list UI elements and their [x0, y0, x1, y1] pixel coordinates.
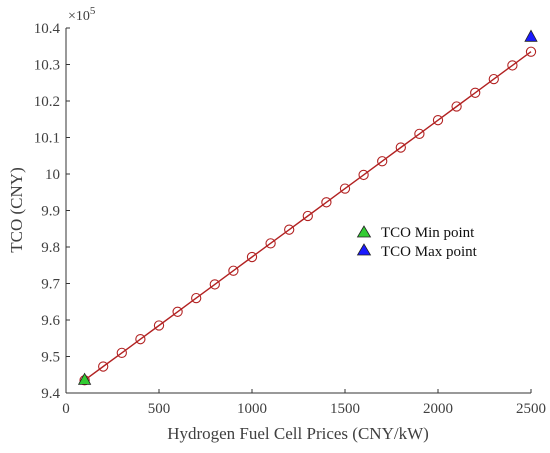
data-point-marker: [265, 238, 276, 249]
y-axis-title: TCO (CNY): [7, 167, 26, 252]
data-point-marker: [209, 279, 220, 290]
legend: TCO Min point TCO Max point: [356, 225, 478, 260]
data-point-marker: [414, 128, 425, 139]
data-point-marker: [284, 224, 295, 235]
y-axis-multiplier: ×105: [68, 5, 96, 24]
data-point-marker: [377, 156, 388, 167]
x-axis-title: Hydrogen Fuel Cell Prices (CNY/kW): [167, 424, 429, 443]
x-tick-label: 2500: [516, 401, 546, 417]
data-point-marker: [470, 87, 481, 98]
tco-min-point-marker: [77, 372, 92, 385]
series-line: [84, 51, 532, 381]
data-point-marker: [507, 60, 518, 71]
y-tick-label: 10: [45, 167, 60, 183]
y-tick-label: 9.4: [41, 386, 60, 402]
data-point-marker: [135, 334, 146, 345]
data-point-marker: [451, 101, 462, 112]
data-point-marker: [358, 169, 369, 181]
x-tick-label: 1500: [330, 401, 360, 417]
data-point-marker: [302, 210, 313, 222]
y-tick-label: 10.1: [34, 131, 60, 147]
tco-max-point-marker: [524, 29, 538, 42]
data-point-marker: [153, 320, 165, 331]
y-tick-label: 10.2: [34, 94, 60, 110]
y-tick-label: 9.7: [41, 277, 60, 293]
data-point-marker: [395, 142, 406, 153]
data-point-marker: [98, 361, 109, 372]
data-point-marker: [525, 46, 537, 57]
data-point-marker: [339, 183, 351, 194]
data-point-marker: [172, 306, 183, 317]
legend-max-marker-icon: [356, 243, 372, 256]
legend-max-label: TCO Max point: [381, 244, 478, 260]
y-tick-label: 9.5: [41, 350, 60, 366]
data-point-marker: [432, 115, 444, 126]
x-tick-label: 1000: [237, 401, 267, 417]
y-tick-label: 9.6: [41, 313, 60, 329]
data-point-marker: [116, 347, 127, 358]
x-tick-label: 0: [62, 401, 70, 417]
y-tick-label: 9.9: [41, 204, 60, 220]
y-tick-label: 10.4: [34, 21, 61, 37]
y-tick-label: 10.3: [34, 58, 60, 74]
data-point-marker: [191, 292, 202, 304]
x-tick-label: 2000: [423, 401, 453, 417]
legend-min-marker-icon: [356, 225, 372, 238]
series-line-group: [84, 51, 532, 381]
y-axis-multiplier-exponent: 5: [90, 5, 96, 17]
y-tick-label: 9.8: [41, 240, 60, 256]
x-tick-label: 500: [148, 401, 171, 417]
data-point-marker: [228, 265, 239, 276]
ticks: 0 500 1000 1500 2000 2500 9.4 9.5 9.6 9.7 9.8 9.9 10…: [34, 21, 546, 417]
series-markers: [79, 46, 537, 386]
data-point-marker: [488, 73, 499, 85]
legend-min-label: TCO Min point: [381, 225, 475, 241]
data-point-marker: [246, 251, 258, 263]
highlight-points: [77, 29, 538, 385]
data-point-marker: [321, 197, 332, 208]
